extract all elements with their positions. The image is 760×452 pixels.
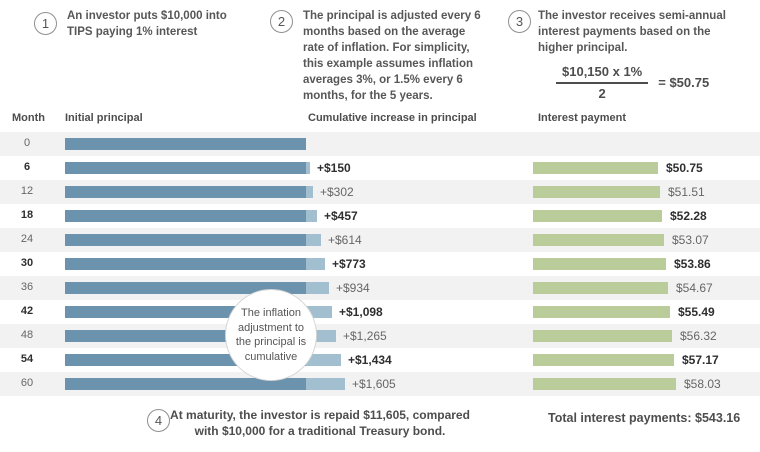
month-label: 6	[23, 161, 31, 173]
interest-payment-bar	[533, 378, 676, 390]
formula-fraction: $10,150 x 1% 2	[556, 64, 649, 101]
interest-payment-bar	[533, 258, 666, 270]
month-label: 18	[20, 209, 34, 221]
step-3-badge: 3	[508, 10, 531, 33]
cumulative-increase-value: +$934	[336, 281, 370, 295]
initial-principal-bar	[65, 210, 306, 222]
cumulative-callout-bubble: The inflation adjustment to the principa…	[225, 289, 317, 381]
table-row-month-30: 30 +$773 $53.86	[0, 252, 760, 276]
interest-payment-bar	[533, 210, 662, 222]
interest-payment-value: $53.07	[672, 233, 709, 247]
cumulative-increase-value: +$1,265	[343, 329, 387, 343]
column-header-month: Month	[12, 112, 45, 124]
cumulative-increase-value: +$1,434	[348, 353, 392, 367]
cumulative-increase-bar	[306, 282, 329, 294]
interest-payment-bar	[533, 186, 660, 198]
initial-principal-bar	[65, 378, 306, 390]
interest-payment-bar	[533, 234, 664, 246]
step-1-description: An investor puts $10,000 into TIPS payin…	[67, 10, 227, 38]
principal-table: 0 6 +$150 $50.75 12 +$302 $51.51 18 +$457 $52.28 2…	[0, 132, 760, 396]
table-row-month-42: 42 +$1,098 $55.49	[0, 300, 760, 324]
step-4-description: At maturity, the investor is repaid $11,…	[170, 408, 470, 438]
initial-principal-bar	[65, 258, 306, 270]
month-label: 48	[20, 329, 34, 341]
formula-result: = $50.75	[658, 75, 710, 90]
table-row-month-60: 60 +$1,605 $58.03	[0, 372, 760, 396]
formula-denominator: 2	[598, 86, 606, 101]
step-2-badge: 2	[270, 10, 293, 33]
interest-payment-bar	[533, 354, 674, 366]
initial-principal-bar	[65, 234, 306, 246]
table-row-month-36: 36 +$934 $54.67	[0, 276, 760, 300]
table-row-month-6: 6 +$150 $50.75	[0, 156, 760, 180]
interest-payment-value: $50.75	[666, 161, 703, 175]
table-row-month-48: 48 +$1,265 $56.32	[0, 324, 760, 348]
interest-payment-value: $51.51	[668, 185, 705, 199]
month-label: 36	[20, 281, 34, 293]
step-1-badge: 1	[34, 12, 57, 35]
column-header-cumulative-increase: Cumulative increase in principal	[308, 112, 477, 124]
interest-payment-value: $58.03	[684, 377, 721, 391]
table-row-month-0: 0	[0, 132, 760, 156]
table-row-month-54: 54 +$1,434 $57.17	[0, 348, 760, 372]
cumulative-increase-bar	[306, 258, 325, 270]
interest-payment-value: $53.86	[674, 257, 711, 271]
month-label: 24	[20, 233, 34, 245]
table-row-month-12: 12 +$302 $51.51	[0, 180, 760, 204]
month-label: 60	[20, 377, 34, 389]
interest-payment-value: $52.28	[670, 209, 707, 223]
month-label: 42	[20, 305, 34, 317]
cumulative-increase-value: +$1,605	[352, 377, 396, 391]
cumulative-increase-value: +$1,098	[339, 305, 383, 319]
cumulative-increase-value: +$773	[332, 257, 366, 271]
initial-principal-bar	[65, 138, 306, 150]
interest-payment-bar	[533, 306, 670, 318]
interest-payment-value: $55.49	[678, 305, 715, 319]
cumulative-increase-bar	[306, 378, 345, 390]
cumulative-increase-bar	[306, 210, 317, 222]
cumulative-increase-bar	[306, 186, 313, 198]
cumulative-increase-value: +$614	[328, 233, 362, 247]
cumulative-increase-bar	[306, 234, 321, 246]
formula-numerator: $10,150 x 1%	[556, 64, 649, 84]
initial-principal-bar	[65, 186, 306, 198]
table-row-month-18: 18 +$457 $52.28	[0, 204, 760, 228]
total-interest-payments: Total interest payments: $543.16	[548, 411, 741, 425]
table-row-month-24: 24 +$614 $53.07	[0, 228, 760, 252]
column-header-initial-principal: Initial principal	[65, 112, 143, 124]
step-3-description: The investor receives semi-annual intere…	[538, 10, 726, 54]
initial-principal-bar	[65, 282, 306, 294]
month-label: 0	[23, 137, 31, 149]
month-label: 12	[20, 185, 34, 197]
interest-payment-bar	[533, 162, 658, 174]
month-label: 30	[20, 257, 34, 269]
interest-payment-value: $54.67	[676, 281, 713, 295]
step-4-badge: 4	[147, 409, 170, 432]
cumulative-increase-value: +$302	[320, 185, 354, 199]
step-2-description: The principal is adjusted every 6 months…	[303, 10, 481, 102]
interest-payment-bar	[533, 330, 672, 342]
cumulative-increase-bar	[306, 162, 310, 174]
initial-principal-bar	[65, 162, 306, 174]
cumulative-increase-value: +$150	[317, 161, 351, 175]
interest-payment-value: $57.17	[682, 353, 719, 367]
interest-payment-value: $56.32	[680, 329, 717, 343]
cumulative-increase-bar	[306, 354, 341, 366]
column-header-interest-payment: Interest payment	[538, 112, 627, 124]
interest-payment-bar	[533, 282, 668, 294]
interest-formula: $10,150 x 1% 2 = $50.75	[556, 64, 709, 101]
cumulative-increase-value: +$457	[324, 209, 358, 223]
month-label: 54	[20, 353, 34, 365]
